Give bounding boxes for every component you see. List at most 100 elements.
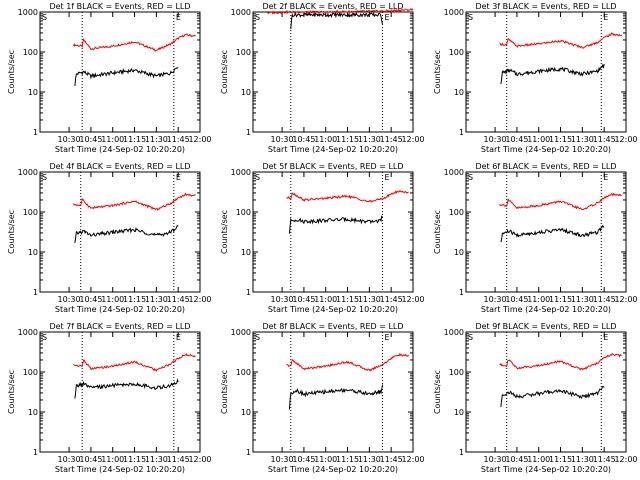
x-tick-label: 11:00 bbox=[101, 455, 124, 464]
x-tick-label: 10:30 bbox=[271, 455, 294, 464]
x-tick-label: 12:00 bbox=[188, 295, 211, 304]
y-tick-label: 1000 bbox=[444, 168, 464, 177]
x-axis-label: Start Time (24-Sep-02 10:20:20) bbox=[268, 465, 398, 474]
chart-title: Det 9f BLACK = Events, RED = LLD bbox=[475, 322, 616, 331]
y-tick-label: 1000 bbox=[231, 328, 251, 337]
y-tick-label: 10 bbox=[28, 248, 38, 257]
y-tick-label: 1 bbox=[246, 128, 251, 137]
end-marker: E bbox=[384, 173, 389, 182]
end-marker: E bbox=[603, 13, 608, 22]
y-tick-label: 10 bbox=[454, 88, 464, 97]
x-tick-label: 10:45 bbox=[79, 455, 102, 464]
y-axis-label: Counts/sec bbox=[7, 370, 16, 414]
chart-title: Det 5f BLACK = Events, RED = LLD bbox=[262, 162, 403, 171]
chart-title: Det 8f BLACK = Events, RED = LLD bbox=[262, 322, 403, 331]
x-tick-label: 11:45 bbox=[593, 455, 616, 464]
end-marker: E bbox=[384, 333, 389, 342]
chart-title: Det 1f BLACK = Events, RED = LLD bbox=[49, 2, 190, 11]
end-marker: E bbox=[603, 173, 608, 182]
x-axis-label: Start Time (24-Sep-02 10:20:20) bbox=[268, 305, 398, 314]
chart-title: Det 3f BLACK = Events, RED = LLD bbox=[475, 2, 616, 11]
x-tick-label: 12:00 bbox=[614, 295, 637, 304]
start-marker: S bbox=[42, 333, 47, 342]
y-tick-label: 1000 bbox=[444, 328, 464, 337]
detector-chart: Det 6f BLACK = Events, RED = LLD 1 10 100 10… bbox=[433, 162, 638, 314]
x-tick-label: 12:00 bbox=[401, 295, 424, 304]
plot-frame bbox=[252, 11, 414, 133]
x-tick-label: 10:45 bbox=[505, 135, 528, 144]
x-tick-label: 11:45 bbox=[380, 135, 403, 144]
start-marker: S bbox=[255, 13, 260, 22]
y-tick-label: 1000 bbox=[18, 168, 38, 177]
y-tick-label: 1 bbox=[246, 448, 251, 457]
detector-chart: Det 8f BLACK = Events, RED = LLD 1 10 100 10… bbox=[220, 322, 425, 474]
series-lld-line bbox=[499, 32, 622, 49]
x-tick-label: 11:30 bbox=[145, 135, 168, 144]
y-tick-label: 100 bbox=[23, 48, 38, 57]
y-tick-label: 1000 bbox=[444, 8, 464, 17]
series-events-line bbox=[500, 224, 605, 243]
plot-frame bbox=[465, 331, 627, 453]
detector-chart: Det 7f BLACK = Events, RED = LLD 1 10 100 10… bbox=[7, 322, 212, 474]
x-tick-label: 10:45 bbox=[79, 295, 102, 304]
x-tick-label: 12:00 bbox=[614, 455, 637, 464]
y-tick-label: 1000 bbox=[18, 8, 38, 17]
series-events-line bbox=[288, 384, 383, 410]
plot-frame bbox=[39, 171, 201, 293]
y-tick-label: 10 bbox=[454, 248, 464, 257]
x-tick-label: 11:45 bbox=[167, 455, 190, 464]
series-events-line bbox=[288, 215, 383, 234]
x-tick-label: 11:00 bbox=[527, 295, 550, 304]
x-tick-label: 11:15 bbox=[123, 295, 146, 304]
y-axis-label: Counts/sec bbox=[433, 50, 442, 94]
y-axis-label: Counts/sec bbox=[7, 50, 16, 94]
series-lld-line bbox=[499, 352, 622, 371]
y-axis-label: Counts/sec bbox=[433, 210, 442, 254]
x-tick-label: 12:00 bbox=[401, 135, 424, 144]
series-events-line bbox=[74, 224, 179, 244]
x-tick-label: 11:15 bbox=[123, 135, 146, 144]
start-marker: S bbox=[42, 13, 47, 22]
x-tick-label: 11:30 bbox=[358, 295, 381, 304]
x-tick-label: 11:30 bbox=[358, 135, 381, 144]
plot-frame bbox=[39, 331, 201, 453]
y-tick-label: 1 bbox=[33, 128, 38, 137]
y-tick-label: 100 bbox=[449, 48, 464, 57]
start-marker: S bbox=[42, 173, 47, 182]
series-events-line bbox=[500, 63, 605, 85]
x-tick-label: 11:15 bbox=[549, 295, 572, 304]
series-lld-line bbox=[286, 352, 410, 372]
x-tick-label: 10:45 bbox=[292, 135, 315, 144]
plot-frame bbox=[465, 11, 627, 133]
series-events-line bbox=[290, 11, 383, 30]
start-marker: S bbox=[468, 173, 473, 182]
chart-title: Det 7f BLACK = Events, RED = LLD bbox=[49, 322, 190, 331]
series-lld-line bbox=[73, 33, 196, 52]
y-axis-label: Counts/sec bbox=[433, 370, 442, 414]
plot-frame bbox=[39, 11, 201, 133]
plot-frame bbox=[252, 171, 414, 293]
y-tick-label: 1000 bbox=[231, 168, 251, 177]
x-tick-label: 11:45 bbox=[593, 135, 616, 144]
x-tick-label: 11:00 bbox=[101, 135, 124, 144]
x-tick-label: 10:45 bbox=[505, 455, 528, 464]
chart-title: Det 6f BLACK = Events, RED = LLD bbox=[475, 162, 616, 171]
plot-frame bbox=[252, 331, 414, 453]
x-tick-label: 11:45 bbox=[593, 295, 616, 304]
y-tick-label: 10 bbox=[241, 408, 251, 417]
x-tick-label: 12:00 bbox=[188, 455, 211, 464]
x-tick-label: 11:30 bbox=[358, 455, 381, 464]
x-tick-label: 11:15 bbox=[549, 135, 572, 144]
x-tick-label: 10:45 bbox=[505, 295, 528, 304]
y-tick-label: 100 bbox=[236, 368, 251, 377]
end-marker: E bbox=[176, 173, 181, 182]
x-tick-label: 11:30 bbox=[145, 295, 168, 304]
x-tick-label: 12:00 bbox=[188, 135, 211, 144]
y-tick-label: 1000 bbox=[231, 8, 251, 17]
x-tick-label: 11:15 bbox=[336, 135, 359, 144]
x-tick-label: 11:45 bbox=[167, 135, 190, 144]
series-events-line bbox=[74, 378, 179, 399]
x-tick-label: 10:30 bbox=[271, 135, 294, 144]
x-tick-label: 11:00 bbox=[527, 455, 550, 464]
y-tick-label: 10 bbox=[28, 408, 38, 417]
